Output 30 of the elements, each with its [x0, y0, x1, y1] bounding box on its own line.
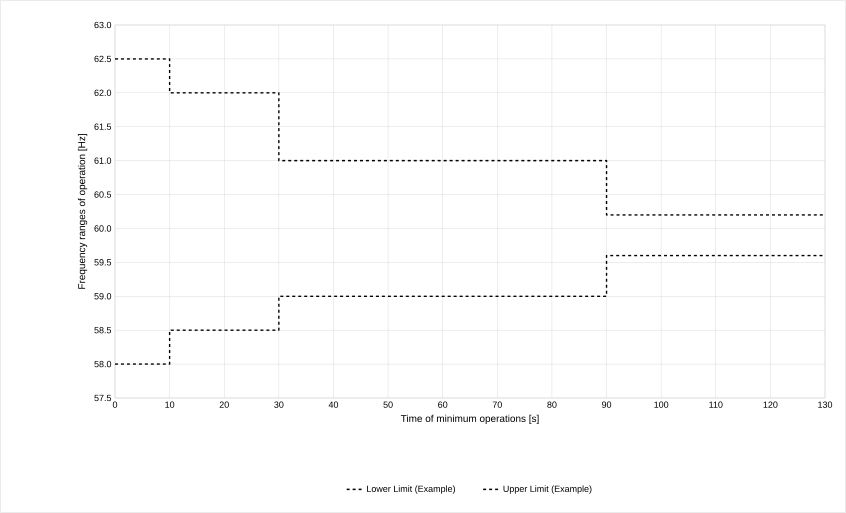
y-tick-label: 63.0 — [94, 22, 112, 28]
legend-label: Upper Limit (Example) — [504, 485, 592, 494]
y-tick-label: 61.0 — [94, 157, 112, 164]
y-tick-label: 62.0 — [94, 90, 112, 96]
x-tick-label: 30 — [274, 402, 284, 408]
y-tick-label: 61.5 — [94, 124, 112, 130]
y-tick-label: 58.5 — [94, 327, 112, 334]
x-tick-label: 100 — [654, 402, 668, 408]
x-tick-label: 50 — [383, 402, 393, 408]
y-tick-label: 60.0 — [94, 225, 112, 232]
x-tick-label: 10 — [165, 402, 174, 408]
y-tick-label: 57.5 — [94, 394, 112, 402]
x-tick-label: 90 — [602, 402, 612, 408]
x-tick-label: 20 — [220, 402, 229, 408]
x-tick-label: 120 — [764, 402, 778, 408]
y-tick-label: 59.0 — [94, 293, 112, 300]
y-tick-label: 60.5 — [94, 191, 112, 198]
x-tick-label: 70 — [492, 402, 502, 408]
y-tick-label: 62.5 — [94, 56, 112, 62]
y-tick-label: 58.0 — [94, 360, 112, 368]
x-axis-title: Time of minimum operations [s] — [400, 414, 539, 424]
x-tick-label: 130 — [818, 402, 832, 408]
x-tick-label: 0 — [112, 402, 118, 408]
x-tick-label: 110 — [709, 402, 723, 408]
y-axis-title: Frequency ranges of operation [Hz] — [78, 134, 88, 289]
y-tick-label: 59.5 — [94, 259, 112, 266]
x-tick-label: 80 — [547, 402, 557, 408]
x-tick-label: 40 — [328, 402, 338, 408]
x-tick-label: 60 — [438, 402, 448, 408]
legend-label: Lower Limit (Example) — [367, 485, 455, 494]
